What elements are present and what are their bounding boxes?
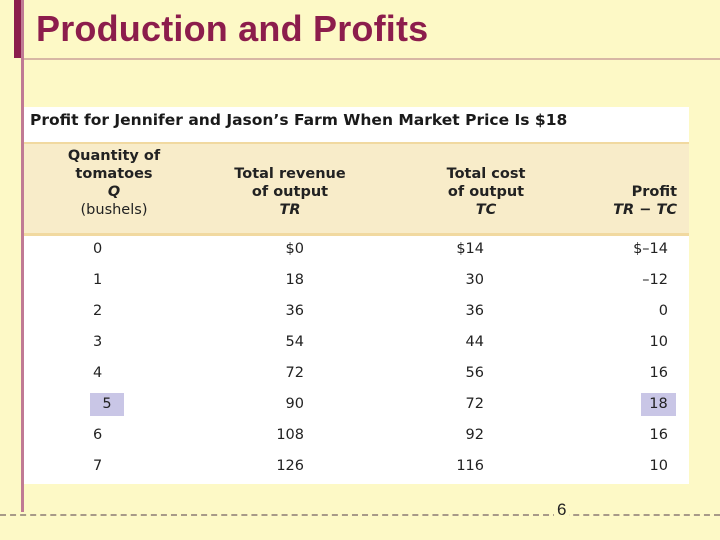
slide-title: Production and Profits	[36, 8, 429, 49]
table-caption: Profit for Jennifer and Jason’s Farm Whe…	[30, 111, 568, 129]
cell-total-revenue: 90	[285, 396, 304, 412]
cell-profit: 16	[649, 365, 668, 381]
header-profit-symbol: TR − TC	[613, 202, 677, 218]
table-row: 6 108 92 16	[24, 420, 689, 451]
column-header-total-revenue: Total revenue of output TR	[230, 165, 350, 219]
table-row: 2 36 36 0	[24, 296, 689, 327]
cell-total-revenue: 18	[285, 272, 304, 288]
page-number: 6	[554, 500, 570, 520]
cell-profit: 10	[649, 334, 668, 350]
table-row-highlighted: 5 90 72 18	[24, 389, 689, 420]
header-tr-symbol: TR	[279, 202, 301, 218]
cell-profit: $–14	[633, 241, 668, 257]
header-q-line1: Quantity of	[67, 148, 161, 164]
profit-table: Profit for Jennifer and Jason’s Farm Whe…	[24, 107, 689, 484]
cell-total-cost: $14	[456, 241, 484, 257]
table-row: 7 126 116 10	[24, 451, 689, 482]
header-profit-line1: Profit	[631, 184, 677, 200]
header-tc-symbol: TC	[475, 202, 497, 218]
header-bottom-rule	[24, 233, 689, 236]
header-tr-line2: of output	[251, 184, 329, 200]
cell-profit: 0	[658, 303, 668, 319]
cell-total-cost: 72	[465, 396, 484, 412]
column-header-profit: Profit TR − TC	[557, 183, 677, 219]
table-row: 0 $0 $14 $–14	[24, 234, 689, 265]
cell-profit: 10	[649, 458, 668, 474]
cell-total-cost: 92	[465, 427, 484, 443]
cell-total-cost: 116	[456, 458, 484, 474]
cell-profit: –12	[642, 272, 668, 288]
cell-profit: 16	[649, 427, 668, 443]
cell-quantity-highlighted: 5	[90, 393, 124, 416]
column-header-quantity: Quantity of tomatoes Q (bushels)	[60, 147, 168, 219]
cell-profit-highlighted: 18	[641, 393, 676, 416]
cell-total-cost: 56	[465, 365, 484, 381]
cell-quantity: 2	[93, 303, 103, 319]
left-accent-bar	[0, 0, 24, 512]
cell-quantity: 1	[93, 272, 103, 288]
title-divider	[24, 58, 720, 60]
header-q-unit: (bushels)	[80, 202, 148, 218]
cell-total-cost: 30	[465, 272, 484, 288]
cell-quantity: 6	[93, 427, 103, 443]
cell-quantity: 0	[93, 241, 103, 257]
header-q-symbol: Q	[107, 184, 121, 200]
column-header-total-cost: Total cost of output TC	[426, 165, 546, 219]
footer-dashed-line	[0, 514, 720, 516]
cell-total-revenue: 126	[276, 458, 304, 474]
cell-quantity: 7	[93, 458, 103, 474]
table-row: 4 72 56 16	[24, 358, 689, 389]
header-q-line2: tomatoes	[75, 166, 153, 182]
header-tr-line1: Total revenue	[234, 166, 346, 182]
table-row: 3 54 44 10	[24, 327, 689, 358]
cell-total-revenue: 72	[285, 365, 304, 381]
header-tc-line2: of output	[447, 184, 525, 200]
table-row: 1 18 30 –12	[24, 265, 689, 296]
cell-total-cost: 44	[465, 334, 484, 350]
accent-stripe-thin	[21, 0, 24, 512]
header-tc-line1: Total cost	[446, 166, 526, 182]
accent-stripe	[14, 0, 21, 58]
cell-total-revenue: 36	[285, 303, 304, 319]
cell-total-revenue: 108	[276, 427, 304, 443]
table-header-band	[24, 142, 689, 236]
cell-total-revenue: 54	[285, 334, 304, 350]
cell-quantity: 4	[93, 365, 103, 381]
cell-total-cost: 36	[465, 303, 484, 319]
cell-total-revenue: $0	[285, 241, 304, 257]
cell-quantity: 3	[93, 334, 103, 350]
header-top-rule	[24, 142, 689, 144]
